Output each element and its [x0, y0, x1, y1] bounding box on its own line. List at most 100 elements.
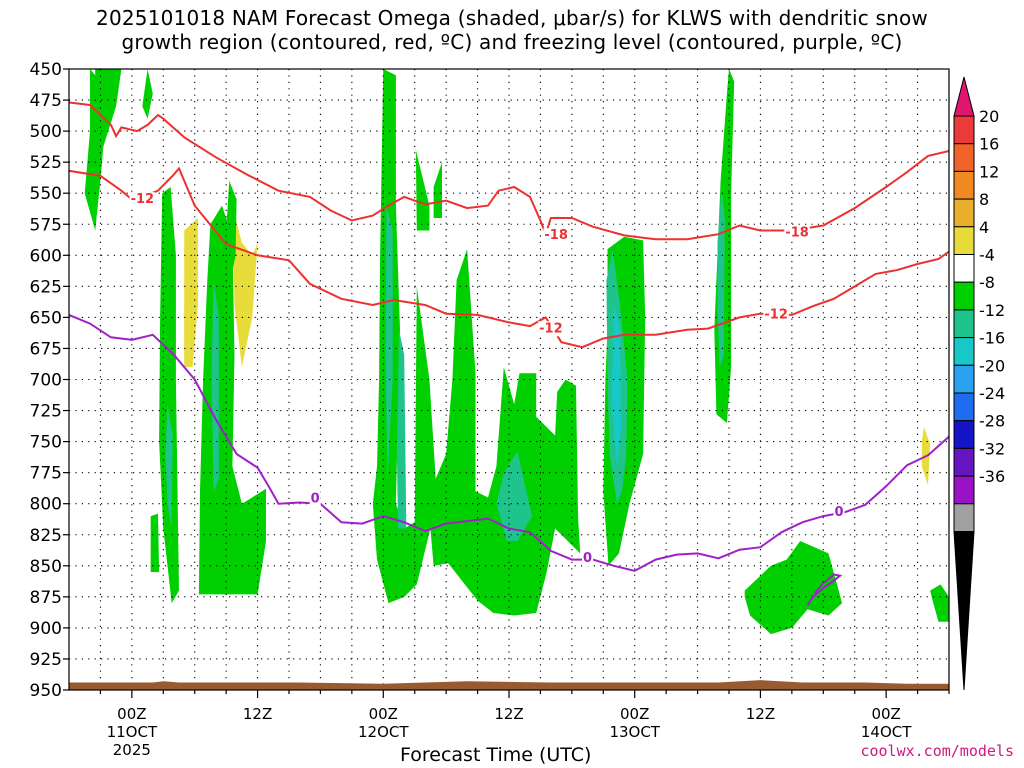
- omega-region: [433, 162, 442, 218]
- temperature-contours: [69, 101, 949, 607]
- colorbar-label: -36: [979, 467, 1005, 486]
- omega-region: [150, 513, 160, 572]
- gridlines: [69, 69, 949, 690]
- colorbar-label: -16: [979, 329, 1005, 348]
- contour-label: -18: [544, 228, 568, 243]
- contour-label: -12: [539, 321, 563, 336]
- colorbar-label: -28: [979, 412, 1005, 431]
- colorbar-swatch: [953, 337, 975, 366]
- colorbar-swatch: [953, 143, 975, 172]
- x-tick-label: 12Z: [494, 705, 523, 723]
- colorbar-swatch: [953, 420, 975, 449]
- omega-shading: [84, 69, 949, 635]
- omega-region: [396, 329, 407, 529]
- colorbar-swatch: [953, 364, 975, 394]
- contour-label-background: [538, 321, 564, 337]
- contour-label-background: [582, 551, 594, 567]
- colorbar-label: -20: [979, 356, 1005, 375]
- colorbar-label: -8: [979, 273, 995, 292]
- y-tick-label: 925: [30, 650, 62, 670]
- contour-label: 0: [583, 551, 592, 566]
- colorbar-arrow-bottom: [953, 531, 975, 691]
- y-tick-label: 850: [30, 557, 62, 577]
- freezing-level-contour: [69, 313, 949, 572]
- colorbar-swatch: [953, 254, 975, 283]
- colorbar-label: -4: [979, 246, 995, 265]
- omega-region: [211, 280, 219, 492]
- chart-title-line-2: growth region (contoured, red, ºC) and f…: [121, 30, 903, 54]
- contour-label: -18: [785, 226, 809, 241]
- colorbar-swatch: [953, 475, 975, 505]
- omega-region: [930, 584, 949, 622]
- colorbar-label: 20: [979, 107, 999, 126]
- colorbar-swatch: [953, 281, 975, 311]
- y-axis: 450 475 500 525 550 575 600 625 650 675 700 725 750 7…: [30, 60, 69, 701]
- colorbar: 20 16 12 8 4 -4 -8 -12 -16 -20 -24 -28 -32 -36: [953, 76, 1005, 691]
- colorbar-label: -12: [979, 301, 1005, 320]
- contour-labels: -12 -18 -18 -12 -12 0 0 0: [129, 192, 845, 567]
- x-tick-label: 12Z: [243, 705, 272, 723]
- omega-region: [415, 149, 430, 231]
- colorbar-label: 8: [979, 190, 989, 209]
- contour-label-background: [129, 192, 156, 208]
- y-tick-label: 800: [30, 495, 62, 515]
- y-tick-label: 600: [30, 246, 62, 266]
- y-tick-label: 625: [30, 277, 62, 297]
- contour-label-background: [763, 307, 789, 323]
- omega-region: [95, 69, 122, 156]
- contour-label-background: [833, 505, 845, 521]
- x-tick-date: 12OCT: [358, 723, 409, 741]
- x-tick-label: 00Z: [871, 705, 900, 723]
- colorbar-label: 12: [979, 162, 999, 181]
- x-tick-date: 14OCT: [861, 723, 912, 741]
- x-tick-date: 11OCT: [107, 723, 158, 741]
- terrain-ground: [69, 680, 949, 690]
- contour-label: 0: [311, 491, 320, 506]
- x-tick-label: 00Z: [620, 705, 649, 723]
- omega-region: [611, 305, 622, 467]
- terrain-band: [69, 680, 949, 690]
- y-tick-label: 750: [30, 433, 62, 453]
- colorbar-swatch: [953, 115, 975, 145]
- y-tick-label: 675: [30, 339, 62, 359]
- colorbar-arrow-top: [953, 76, 975, 117]
- y-tick-label: 500: [30, 122, 62, 142]
- x-tick-year: 2025: [113, 741, 151, 759]
- contour-minus18: [69, 101, 949, 241]
- y-tick-label: 775: [30, 464, 62, 484]
- colorbar-swatch: [953, 309, 975, 339]
- omega-region: [372, 69, 581, 616]
- y-tick-label: 725: [30, 402, 62, 422]
- contour-minus12: [69, 166, 949, 349]
- omega-region: [159, 187, 179, 604]
- colorbar-label: 4: [979, 218, 989, 237]
- colorbar-swatch: [953, 170, 975, 200]
- omega-region: [142, 69, 153, 119]
- y-tick-label: 575: [30, 215, 62, 235]
- x-tick-label: 00Z: [369, 705, 398, 723]
- y-tick-label: 550: [30, 184, 62, 204]
- y-tick-label: 475: [30, 91, 62, 111]
- contour-label-background: [309, 491, 321, 507]
- chart-title-line-1: 2025101018 NAM Forecast Omega (shaded, μ…: [96, 6, 928, 30]
- x-tick-date: 13OCT: [609, 723, 660, 741]
- y-tick-label: 700: [30, 371, 62, 391]
- omega-region: [232, 205, 258, 368]
- colorbar-swatch: [953, 198, 975, 228]
- omega-region: [165, 404, 173, 529]
- contour-label: 0: [834, 505, 843, 520]
- colorbar-swatch: [953, 447, 975, 477]
- contour-label-background: [543, 228, 569, 244]
- y-tick-label: 825: [30, 526, 62, 546]
- omega-region: [385, 205, 393, 479]
- colorbar-swatch: [953, 226, 975, 256]
- freezing-level-loop: [806, 573, 843, 607]
- colorbar-label: -32: [979, 439, 1005, 458]
- contour-label: -12: [764, 308, 788, 323]
- colorbar-swatch: [953, 503, 975, 532]
- y-tick-label: 525: [30, 153, 62, 173]
- x-tick-label: 12Z: [746, 705, 775, 723]
- contour-label-background: [784, 225, 810, 241]
